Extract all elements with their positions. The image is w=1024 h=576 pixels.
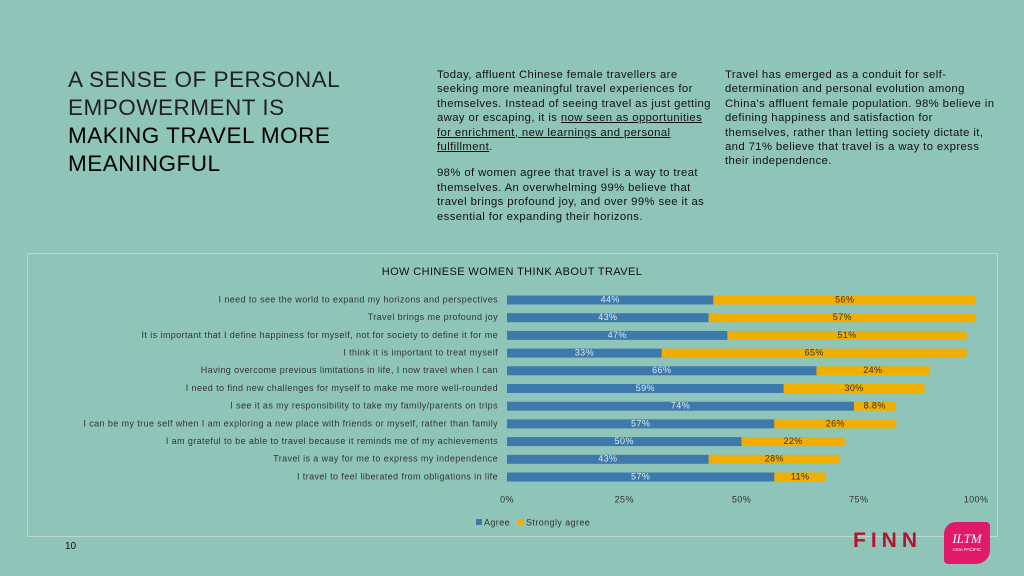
chart: HOW CHINESE WOMEN THINK ABOUT TRAVEL 0% 2…	[83, 266, 989, 527]
category-label: I travel to feel liberated from obligati…	[297, 471, 498, 481]
bar-segment	[854, 401, 896, 411]
paragraph: 98% of women agree that travel is a way …	[437, 167, 705, 223]
bar-segment	[507, 437, 742, 447]
paragraph: Today, affluent Chinese female traveller…	[437, 68, 712, 154]
text: Today, affluent Chinese female traveller…	[437, 69, 711, 125]
bar-segment	[708, 313, 976, 323]
data-label: 8.8%	[864, 401, 886, 411]
page-number: 10	[65, 541, 77, 552]
title-line: MEANINGFUL	[68, 151, 221, 176]
data-label: 74%	[671, 401, 690, 411]
bar-segment	[783, 384, 925, 393]
data-label: 57%	[631, 471, 650, 481]
paragraph: Travel has emerged as a conduit for self…	[725, 69, 995, 168]
category-label: I need to find new challenges for myself…	[186, 383, 498, 393]
data-label: 56%	[835, 294, 854, 304]
data-label: 59%	[636, 383, 655, 393]
data-label: 11%	[791, 471, 810, 481]
category-label: I think it is important to treat myself	[343, 347, 498, 357]
x-tick-label: 75%	[849, 494, 868, 504]
bar-segment	[507, 348, 662, 358]
data-label: 51%	[837, 330, 856, 340]
category-label: I can be my true self when I am explorin…	[83, 418, 498, 428]
category-label: Travel brings me profound joy	[368, 312, 498, 322]
bar-segment	[708, 454, 840, 464]
title-line: A SENSE OF PERSONAL	[68, 67, 341, 92]
chart-panel: HOW CHINESE WOMEN THINK ABOUT TRAVEL 0% 2…	[27, 253, 998, 537]
bar-segment	[507, 313, 709, 323]
data-label: 26%	[826, 418, 845, 428]
category-label: I need to see the world to expand my hor…	[219, 294, 499, 304]
data-label: 65%	[805, 347, 824, 357]
data-label: 57%	[631, 418, 650, 428]
logo-iltm: ILTM ASIA PACIFIC	[944, 522, 990, 564]
bar-segment	[774, 472, 826, 482]
bar-segment	[507, 384, 784, 393]
legend-swatch	[518, 519, 525, 525]
underlined-text: now seen as opportunities for enrichment…	[437, 112, 703, 154]
bar-segment	[507, 454, 709, 464]
text-column: Travel has emerged as a conduit for self…	[725, 68, 1000, 181]
data-label: 22%	[783, 436, 802, 446]
bar-segment	[507, 330, 728, 340]
title-line: EMPOWERMENT IS	[68, 95, 285, 120]
bar-segment	[507, 366, 817, 376]
x-tick-label: 50%	[732, 494, 751, 504]
data-label: 28%	[765, 454, 784, 464]
data-label: 44%	[601, 294, 620, 304]
bar-segment	[507, 401, 855, 411]
chart-title: HOW CHINESE WOMEN THINK ABOUT TRAVEL	[382, 266, 643, 278]
logo-text: ILTM	[952, 531, 982, 546]
bar-segment	[661, 348, 967, 358]
slide-title: A SENSE OF PERSONAL EMPOWERMENT IS MAKIN…	[68, 66, 340, 178]
bar-segment	[727, 330, 967, 340]
logo-finn: FINN	[853, 529, 922, 552]
data-label: 33%	[575, 347, 594, 357]
data-label: 24%	[863, 365, 882, 375]
x-tick-label: 25%	[615, 494, 634, 504]
x-tick-label: 100%	[964, 494, 989, 504]
category-label: I am grateful to be able to travel becau…	[166, 436, 498, 446]
data-label: 43%	[598, 312, 617, 322]
legend-label: Strongly agree	[526, 517, 590, 527]
data-label: 30%	[844, 383, 863, 393]
category-label: Travel is a way for me to express my ind…	[273, 454, 498, 464]
bar-segment	[774, 419, 897, 429]
category-label: Having overcome previous limitations in …	[201, 365, 498, 375]
bar-segment	[816, 366, 930, 376]
bar-segment	[507, 419, 775, 429]
logo-subtext: ASIA PACIFIC	[952, 547, 982, 552]
title-line: MAKING TRAVEL MORE	[68, 123, 331, 148]
category-label: It is important that I define happiness …	[142, 330, 498, 340]
data-label: 66%	[652, 365, 671, 375]
data-label: 57%	[833, 312, 852, 322]
text: .	[489, 141, 493, 154]
legend-swatch	[476, 519, 482, 525]
data-label: 47%	[608, 330, 627, 340]
data-label: 50%	[615, 436, 634, 446]
data-label: 43%	[598, 454, 617, 464]
category-label: I see it as my responsibility to take my…	[230, 401, 498, 411]
bar-segment	[741, 437, 845, 447]
bar-segment	[507, 472, 775, 482]
bar-segment	[713, 295, 976, 305]
text-column: Today, affluent Chinese female traveller…	[437, 68, 712, 236]
legend-label: Agree	[484, 517, 510, 527]
bar-segment	[507, 295, 714, 305]
x-tick-label: 0%	[500, 494, 514, 504]
